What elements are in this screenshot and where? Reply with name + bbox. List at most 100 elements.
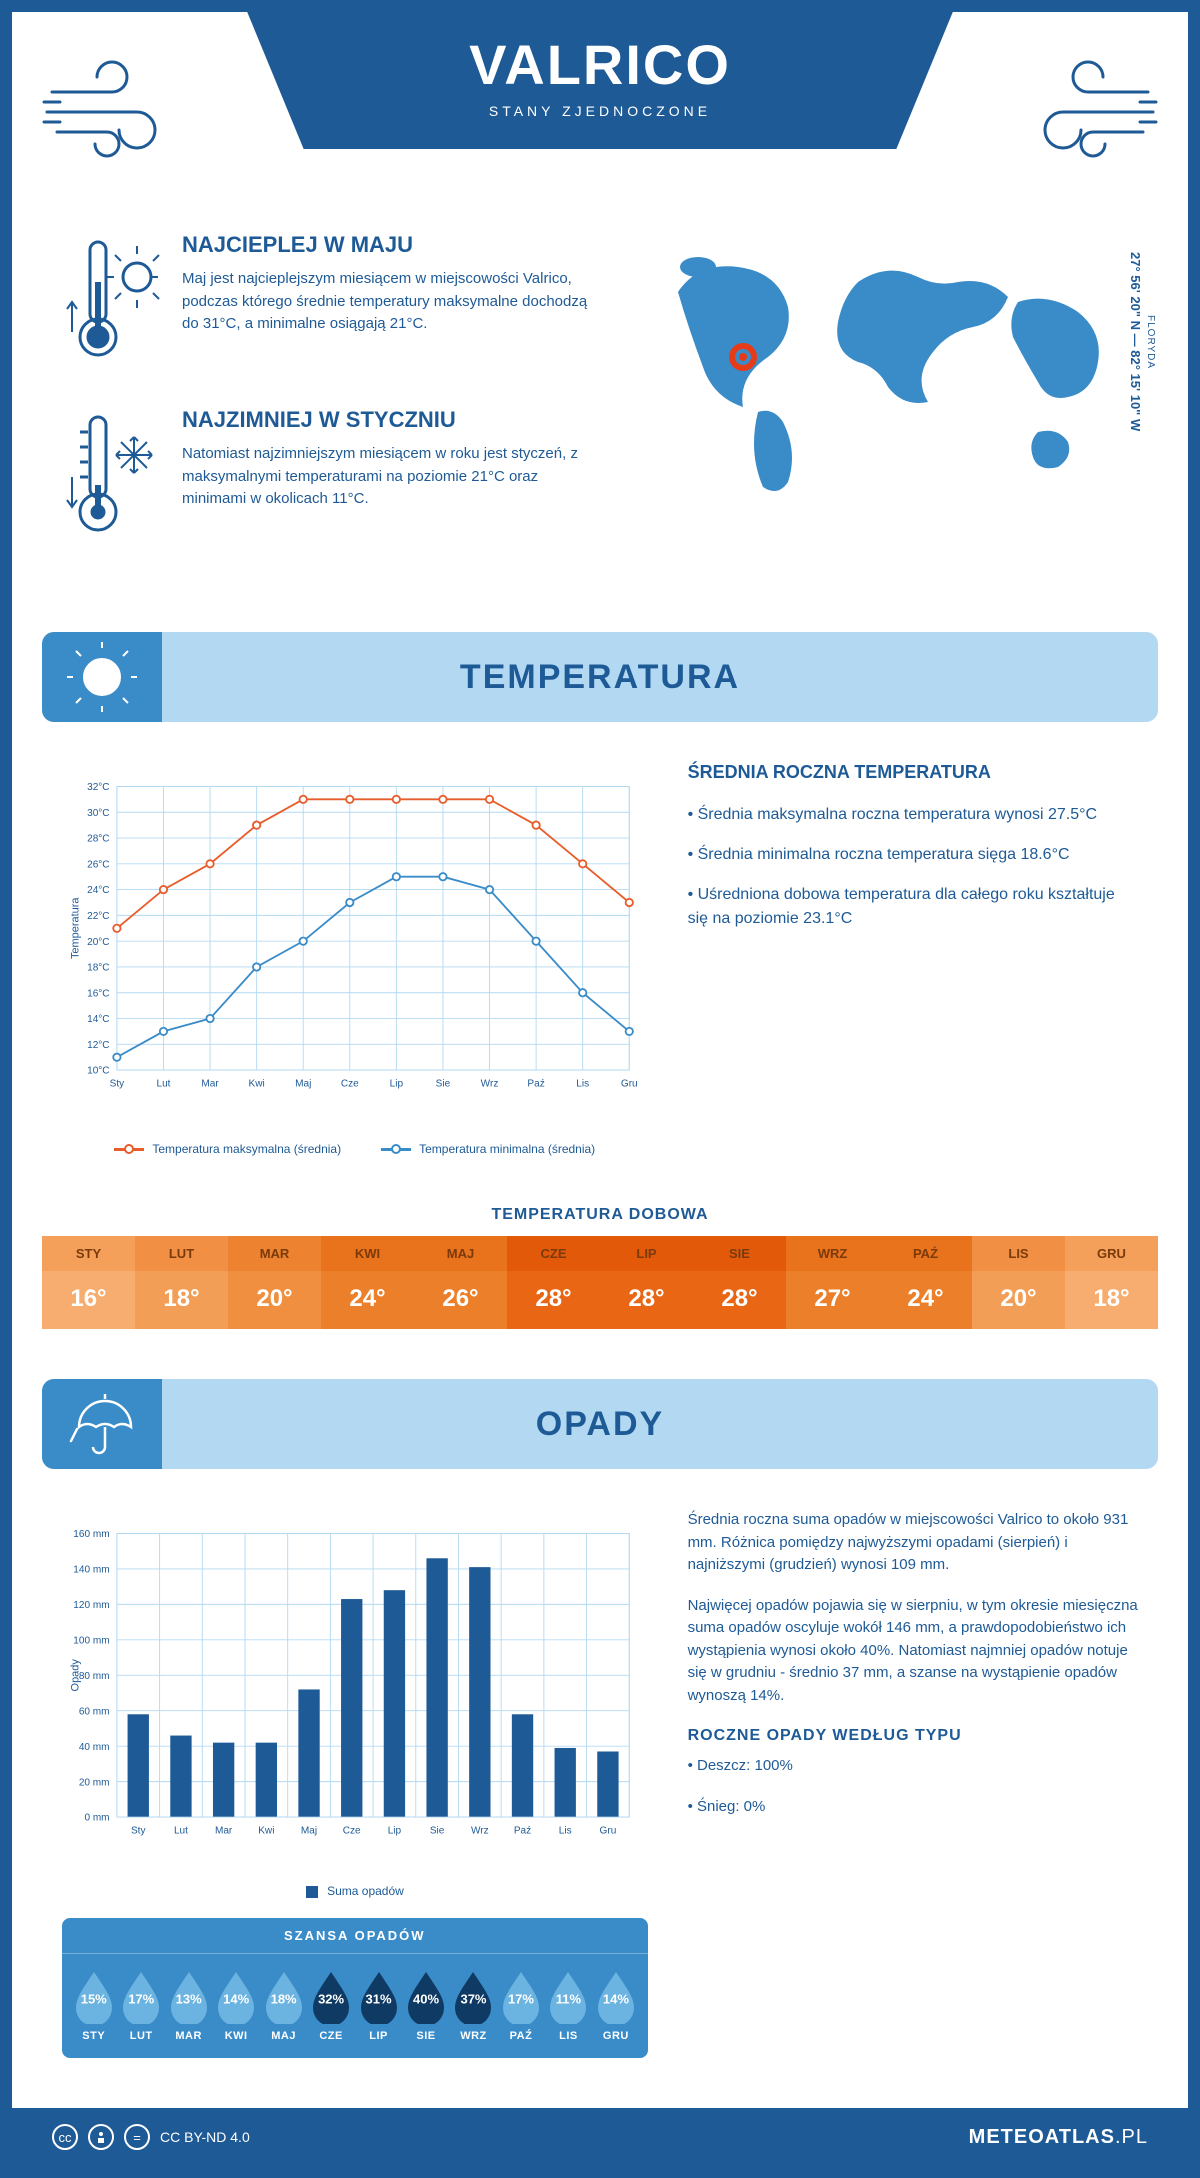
by-icon (88, 2124, 114, 2150)
daily-cell: LUT 18° (135, 1236, 228, 1329)
svg-text:Sie: Sie (436, 1079, 451, 1090)
svg-text:Sie: Sie (430, 1826, 445, 1837)
svg-text:22°C: 22°C (87, 911, 109, 922)
daily-cell: MAR 20° (228, 1236, 321, 1329)
svg-text:0 mm: 0 mm (84, 1813, 109, 1824)
page-wrap: VALRICO STANY ZJEDNOCZONE N (0, 0, 1200, 2178)
svg-text:Sty: Sty (131, 1826, 146, 1837)
precip-para-1: Średnia roczna suma opadów w miejscowośc… (688, 1509, 1138, 1577)
coordinates: FLORYDA 27° 56' 20" N — 82° 15' 10" W (1128, 252, 1158, 431)
temp-bullet: • Średnia maksymalna roczna temperatura … (688, 803, 1138, 827)
wind-icon (1018, 52, 1158, 172)
svg-text:60 mm: 60 mm (79, 1706, 110, 1717)
chance-drop: 14% GRU (592, 1968, 639, 2042)
daily-cell: KWI 24° (321, 1236, 414, 1329)
svg-text:12°C: 12°C (87, 1040, 109, 1051)
chance-drop: 18% MAJ (260, 1968, 307, 2042)
svg-text:Wrz: Wrz (481, 1079, 499, 1090)
precip-info: Średnia roczna suma opadów w miejscowośc… (688, 1509, 1138, 2058)
svg-text:100 mm: 100 mm (73, 1635, 109, 1646)
svg-text:24°C: 24°C (87, 885, 109, 896)
svg-text:28°C: 28°C (87, 834, 109, 845)
precipitation-chart: 0 mm20 mm40 mm60 mm80 mm100 mm120 mm140 … (62, 1509, 648, 1869)
temperature-info: ŚREDNIA ROCZNA TEMPERATURA • Średnia mak… (688, 762, 1138, 1156)
svg-text:16°C: 16°C (87, 988, 109, 999)
precip-legend: Suma opadów (62, 1884, 648, 1898)
temperature-chart: 10°C12°C14°C16°C18°C20°C22°C24°C26°C28°C… (62, 762, 648, 1156)
precip-type-title: ROCZNE OPADY WEDŁUG TYPU (688, 1727, 1138, 1745)
svg-text:120 mm: 120 mm (73, 1600, 109, 1611)
nd-icon: = (124, 2124, 150, 2150)
svg-text:Maj: Maj (295, 1079, 311, 1090)
svg-text:80 mm: 80 mm (79, 1671, 110, 1682)
svg-text:Paź: Paź (527, 1079, 544, 1090)
chance-drop: 40% SIE (402, 1968, 449, 2042)
daily-temp-title: TEMPERATURA DOBOWA (12, 1206, 1188, 1224)
intro-section: NAJCIEPLEJ W MAJU Maj jest najcieplejszy… (12, 212, 1188, 622)
legend-max: Temperatura maksymalna (średnia) (152, 1142, 341, 1156)
temperature-legend: Temperatura maksymalna (średnia) Tempera… (62, 1142, 648, 1156)
daily-temp-table: STY 16° LUT 18° MAR 20° KWI 24° MAJ 26° … (42, 1236, 1158, 1329)
thermometer-cold-icon (62, 407, 162, 552)
svg-text:Lis: Lis (576, 1079, 589, 1090)
precip-title: OPADY (536, 1405, 664, 1444)
precip-legend-label: Suma opadów (327, 1884, 404, 1898)
region-label: FLORYDA (1145, 315, 1156, 369)
chance-drop: 17% LUT (117, 1968, 164, 2042)
wind-icon (42, 52, 182, 172)
svg-text:Lut: Lut (174, 1826, 188, 1837)
chance-drop: 14% KWI (212, 1968, 259, 2042)
temp-bullet: • Uśredniona dobowa temperatura dla całe… (688, 883, 1138, 931)
svg-text:14°C: 14°C (87, 1014, 109, 1025)
svg-text:26°C: 26°C (87, 859, 109, 870)
precip-para-2: Najwięcej opadów pojawia się w sierpniu,… (688, 1595, 1138, 1708)
license-block: cc = CC BY-ND 4.0 (52, 2124, 250, 2150)
svg-text:Kwi: Kwi (249, 1079, 265, 1090)
svg-text:Opady: Opady (69, 1659, 81, 1692)
daily-cell: WRZ 27° (786, 1236, 879, 1329)
svg-text:20°C: 20°C (87, 937, 109, 948)
warmest-text: Maj jest najcieplejszym miesiącem w miej… (182, 268, 598, 336)
site-bold: METEOATLAS (969, 2126, 1115, 2148)
coldest-block: NAJZIMNIEJ W STYCZNIU Natomiast najzimni… (62, 407, 598, 552)
precip-chance-box: SZANSA OPADÓW 15% STY 17% LUT 13% MAR 14… (62, 1918, 648, 2058)
daily-cell: MAJ 26° (414, 1236, 507, 1329)
type-bullet: • Śnieg: 0% (688, 1796, 1138, 1819)
temperature-section-header: TEMPERATURA (42, 632, 1158, 722)
coords-value: 27° 56' 20" N — 82° 15' 10" W (1128, 252, 1143, 431)
warmest-block: NAJCIEPLEJ W MAJU Maj jest najcieplejszy… (62, 232, 598, 377)
daily-cell: LIS 20° (972, 1236, 1065, 1329)
daily-cell: GRU 18° (1065, 1236, 1158, 1329)
svg-text:Mar: Mar (215, 1826, 233, 1837)
sun-icon (42, 632, 162, 722)
svg-text:Lip: Lip (390, 1079, 404, 1090)
daily-cell: SIE 28° (693, 1236, 786, 1329)
temp-bullet: • Średnia minimalna roczna temperatura s… (688, 843, 1138, 867)
svg-text:Temperatura: Temperatura (69, 897, 81, 959)
page-subtitle: STANY ZJEDNOCZONE (287, 103, 913, 119)
temp-info-title: ŚREDNIA ROCZNA TEMPERATURA (688, 762, 1138, 783)
svg-text:Lis: Lis (559, 1826, 572, 1837)
footer: cc = CC BY-ND 4.0 METEOATLAS.PL (12, 2108, 1188, 2166)
daily-cell: STY 16° (42, 1236, 135, 1329)
coldest-text: Natomiast najzimniejszym miesiącem w rok… (182, 443, 598, 511)
site-name: METEOATLAS.PL (969, 2126, 1148, 2149)
daily-cell: PAŹ 24° (879, 1236, 972, 1329)
daily-cell: CZE 28° (507, 1236, 600, 1329)
svg-text:140 mm: 140 mm (73, 1565, 109, 1576)
daily-cell: LIP 28° (600, 1236, 693, 1329)
temperature-title: TEMPERATURA (460, 658, 740, 697)
svg-text:Paź: Paź (514, 1826, 531, 1837)
chance-drop: 11% LIS (545, 1968, 592, 2042)
svg-text:Maj: Maj (301, 1826, 317, 1837)
chance-drop: 17% PAŹ (497, 1968, 544, 2042)
title-banner: VALRICO STANY ZJEDNOCZONE (247, 12, 953, 149)
site-ext: .PL (1115, 2126, 1148, 2148)
svg-text:160 mm: 160 mm (73, 1529, 109, 1540)
chance-title: SZANSA OPADÓW (62, 1918, 648, 1954)
coldest-title: NAJZIMNIEJ W STYCZNIU (182, 407, 598, 433)
chance-drop: 15% STY (70, 1968, 117, 2042)
svg-text:40 mm: 40 mm (79, 1742, 110, 1753)
svg-text:Mar: Mar (201, 1079, 219, 1090)
svg-text:30°C: 30°C (87, 808, 109, 819)
